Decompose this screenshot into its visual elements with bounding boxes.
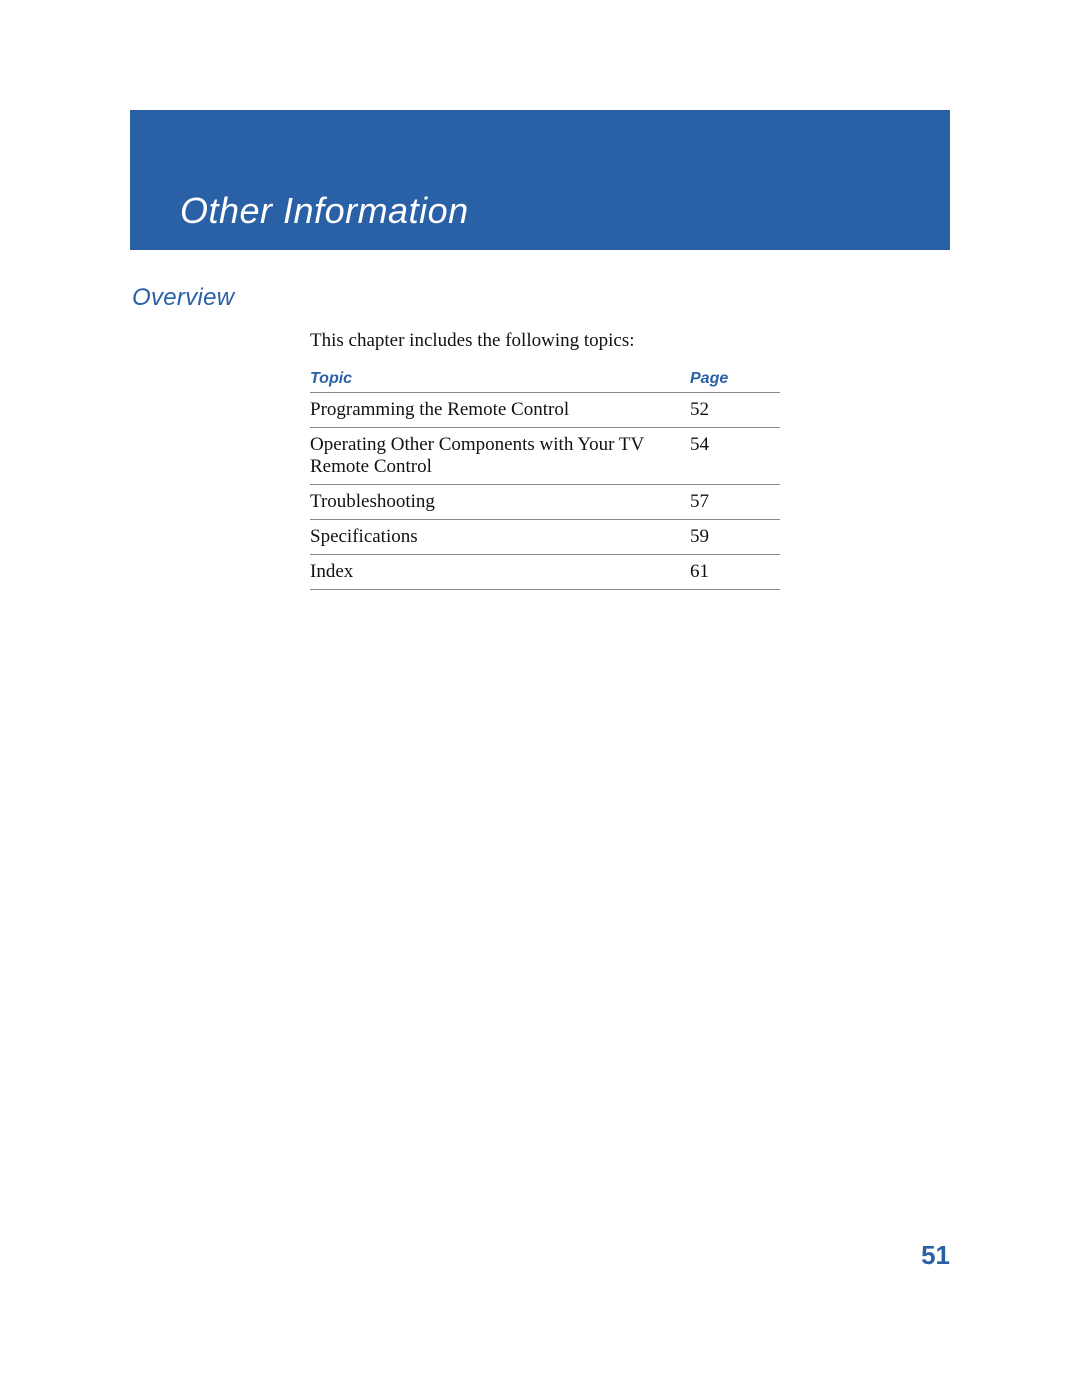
intro-text: This chapter includes the following topi… [310, 330, 950, 352]
topic-cell: Index [310, 555, 690, 590]
column-header-page: Page [690, 364, 780, 393]
page-cell: 57 [690, 485, 780, 520]
topics-table: Topic Page Programming the Remote Contro… [310, 364, 780, 590]
page-cell: 59 [690, 520, 780, 555]
page-number: 51 [0, 1240, 1080, 1271]
column-header-topic: Topic [310, 364, 690, 393]
topic-cell: Operating Other Components with Your TV … [310, 428, 690, 485]
topic-cell: Troubleshooting [310, 485, 690, 520]
table-row: Index 61 [310, 555, 780, 590]
table-row: Operating Other Components with Your TV … [310, 428, 780, 485]
table-row: Specifications 59 [310, 520, 780, 555]
chapter-title: Other Information [180, 190, 469, 232]
document-page: Other Information Overview This chapter … [130, 110, 950, 590]
table-header-row: Topic Page [310, 364, 780, 393]
table-row: Troubleshooting 57 [310, 485, 780, 520]
topic-cell: Specifications [310, 520, 690, 555]
page-cell: 52 [690, 393, 780, 428]
chapter-banner: Other Information [130, 110, 950, 250]
topic-cell: Programming the Remote Control [310, 393, 690, 428]
section-title-overview: Overview [132, 284, 950, 312]
table-row: Programming the Remote Control 52 [310, 393, 780, 428]
page-cell: 54 [690, 428, 780, 485]
page-cell: 61 [690, 555, 780, 590]
